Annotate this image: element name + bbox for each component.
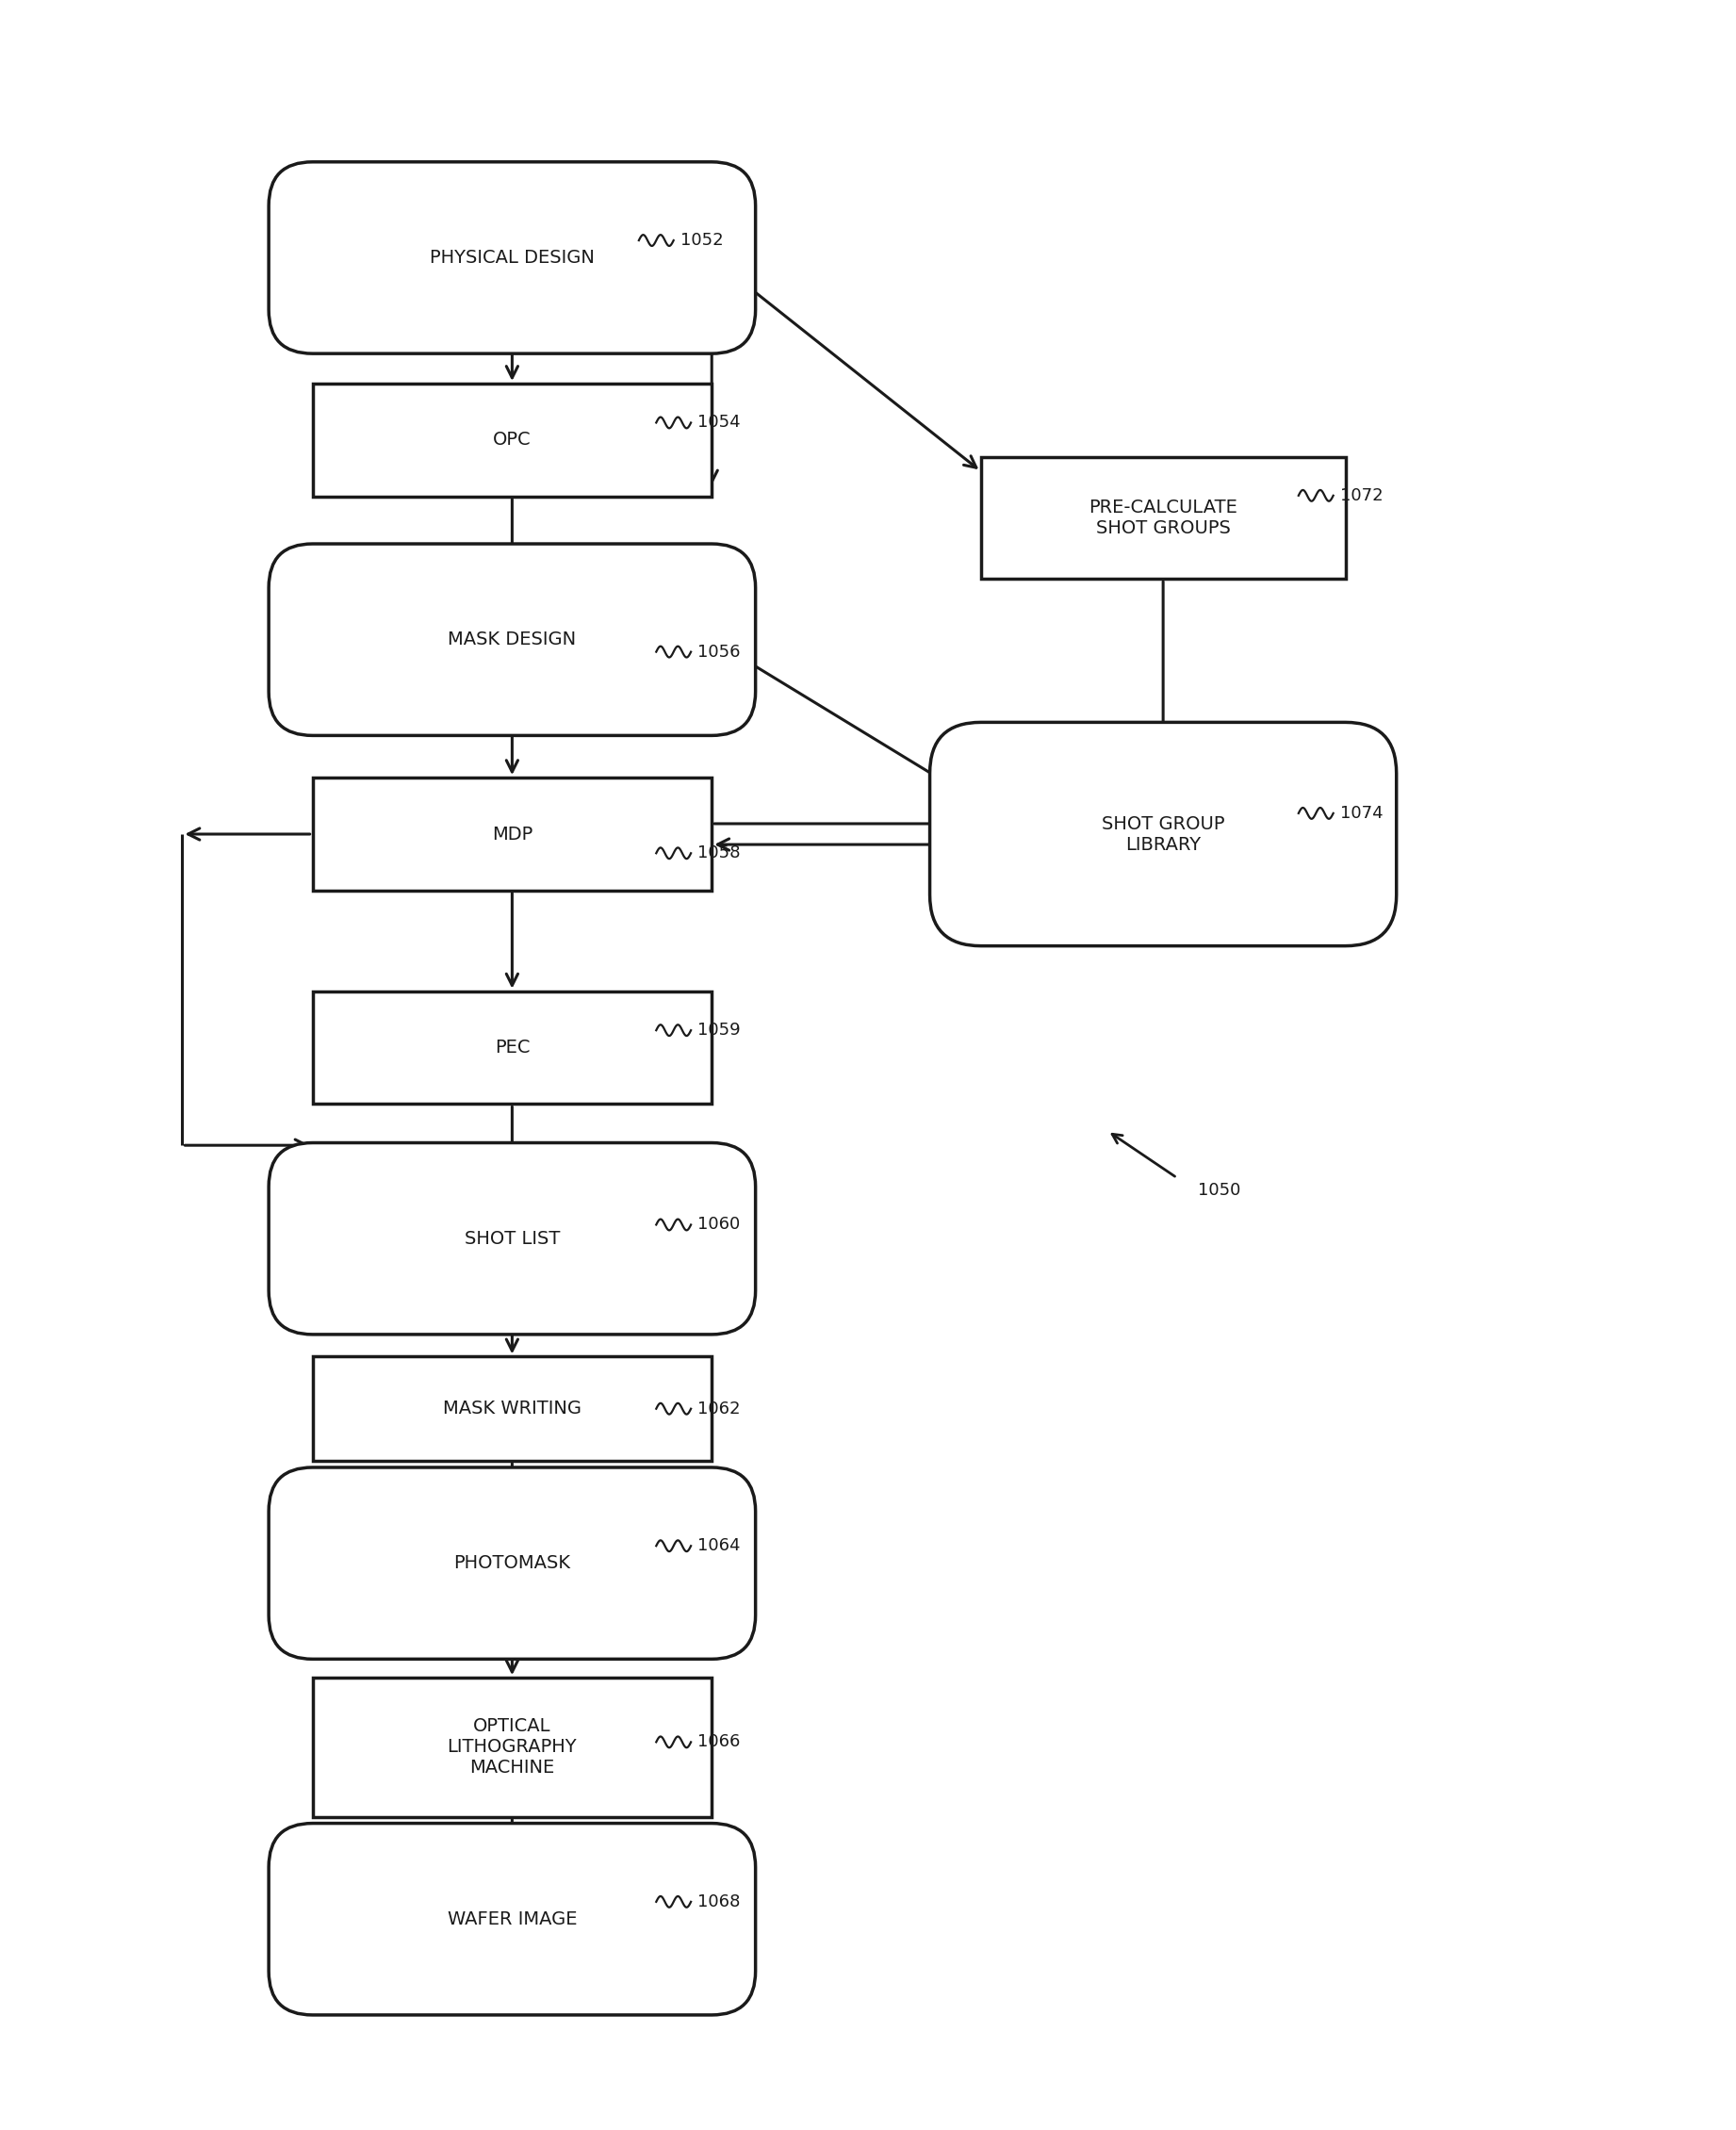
- Text: 1074: 1074: [1340, 805, 1384, 822]
- Text: 1056: 1056: [698, 643, 741, 660]
- Bar: [312, 777, 712, 890]
- FancyBboxPatch shape: [269, 1144, 755, 1333]
- FancyBboxPatch shape: [930, 722, 1396, 946]
- Bar: [312, 383, 712, 496]
- FancyBboxPatch shape: [269, 1823, 755, 2015]
- Text: PHYSICAL DESIGN: PHYSICAL DESIGN: [431, 249, 594, 266]
- Text: 1050: 1050: [1198, 1182, 1241, 1199]
- Bar: [312, 1678, 712, 1817]
- Text: 1059: 1059: [698, 1022, 741, 1039]
- Text: 1066: 1066: [698, 1734, 741, 1751]
- Text: SHOT GROUP
LIBRARY: SHOT GROUP LIBRARY: [1102, 816, 1224, 854]
- Text: PRE-CALCULATE
SHOT GROUPS: PRE-CALCULATE SHOT GROUPS: [1088, 498, 1238, 537]
- Text: MASK WRITING: MASK WRITING: [443, 1399, 582, 1419]
- Text: MASK DESIGN: MASK DESIGN: [448, 630, 576, 650]
- Text: OPC: OPC: [493, 430, 531, 449]
- Bar: [312, 990, 712, 1103]
- Text: OPTICAL
LITHOGRAPHY
MACHINE: OPTICAL LITHOGRAPHY MACHINE: [448, 1717, 576, 1776]
- Text: SHOT LIST: SHOT LIST: [464, 1229, 561, 1248]
- Text: PHOTOMASK: PHOTOMASK: [453, 1555, 571, 1572]
- FancyBboxPatch shape: [269, 543, 755, 735]
- Text: 1062: 1062: [698, 1399, 741, 1416]
- Text: PEC: PEC: [495, 1039, 529, 1056]
- Text: 1064: 1064: [698, 1538, 741, 1555]
- Text: 1058: 1058: [698, 846, 741, 863]
- FancyBboxPatch shape: [269, 162, 755, 354]
- Bar: [312, 1357, 712, 1461]
- Text: 1072: 1072: [1340, 488, 1384, 505]
- Text: 1060: 1060: [698, 1216, 741, 1233]
- Text: 1054: 1054: [698, 413, 741, 430]
- Text: WAFER IMAGE: WAFER IMAGE: [448, 1911, 576, 1928]
- Text: 1068: 1068: [698, 1894, 741, 1911]
- Bar: [981, 458, 1345, 579]
- Text: 1052: 1052: [681, 232, 724, 249]
- Text: MDP: MDP: [491, 824, 533, 843]
- FancyBboxPatch shape: [269, 1468, 755, 1659]
